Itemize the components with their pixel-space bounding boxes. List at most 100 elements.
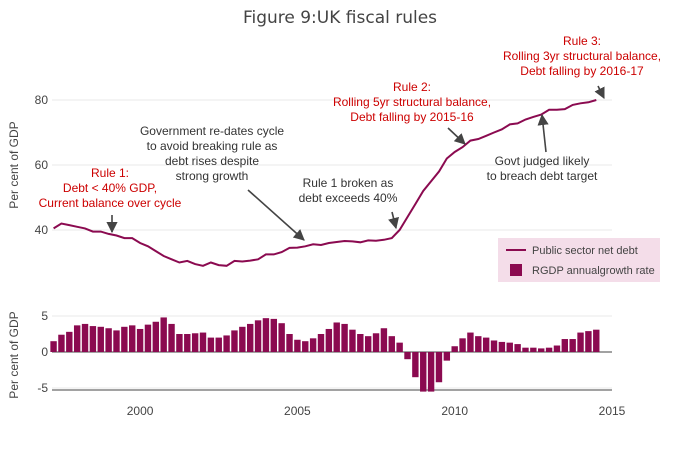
growth-bar bbox=[435, 352, 443, 383]
bottom-y-axis-label: Per cent of GDP bbox=[7, 311, 21, 398]
growth-bar bbox=[333, 322, 340, 352]
annotation-line: Rule 1: bbox=[91, 166, 129, 180]
annotation-line: strong growth bbox=[176, 169, 249, 183]
growth-bar bbox=[97, 326, 104, 352]
annotation-arrow-redate bbox=[247, 189, 305, 241]
annotation-line: debt rises despite bbox=[165, 154, 259, 168]
growth-bar bbox=[215, 337, 222, 352]
x-tick-label: 2010 bbox=[441, 404, 468, 418]
annotation-line: Debt falling by 2016-17 bbox=[520, 64, 644, 78]
growth-bar bbox=[66, 331, 73, 352]
growth-bar bbox=[561, 339, 569, 352]
annotation-line: Government re-dates cycle bbox=[140, 124, 284, 138]
growth-bar bbox=[459, 338, 466, 352]
growth-bar bbox=[160, 317, 167, 352]
debt-line bbox=[53, 99, 597, 267]
annotation-rule1: Rule 1: Debt < 40% GDP, Current balance ov… bbox=[39, 166, 182, 210]
growth-bar bbox=[231, 330, 238, 352]
growth-bar bbox=[105, 328, 112, 352]
growth-bar bbox=[522, 347, 529, 352]
growth-bar bbox=[144, 324, 152, 352]
annotation-rule1broken: Rule 1 broken as debt exceeds 40% bbox=[299, 176, 398, 205]
annotation-govtjudged: Govt judged likely to breach debt target bbox=[487, 154, 598, 183]
annotation-line: Rule 2: bbox=[393, 80, 431, 94]
growth-bar bbox=[73, 325, 81, 352]
growth-bar bbox=[81, 323, 89, 352]
growth-bar bbox=[184, 334, 191, 352]
annotation-line: to breach debt target bbox=[487, 169, 598, 183]
growth-bar bbox=[191, 333, 199, 352]
growth-bar bbox=[538, 348, 545, 352]
growth-bar bbox=[325, 328, 333, 352]
growth-bar bbox=[506, 342, 513, 352]
growth-bar bbox=[443, 352, 451, 361]
growth-bar bbox=[490, 340, 498, 352]
growth-bar bbox=[254, 320, 262, 352]
growth-bar bbox=[129, 325, 136, 352]
growth-bar bbox=[569, 339, 576, 352]
growth-bar bbox=[247, 323, 254, 352]
x-tick-label: 2015 bbox=[599, 404, 626, 418]
growth-bar bbox=[412, 352, 419, 378]
annotation-arrow-rule1broken bbox=[388, 211, 399, 230]
growth-bar bbox=[357, 334, 364, 352]
growth-bar bbox=[199, 332, 207, 352]
annotation-line: Rule 3: bbox=[563, 34, 601, 48]
x-tick-label: 2005 bbox=[284, 404, 311, 418]
annotation-rule3: Rule 3: Rolling 3yr structural balance, De… bbox=[503, 34, 661, 78]
annotation-line: Debt falling by 2015-16 bbox=[350, 110, 474, 124]
annotation-line: Rule 1 broken as bbox=[303, 176, 394, 190]
annotation-line: Rolling 5yr structural balance, bbox=[333, 95, 491, 109]
growth-bar bbox=[270, 318, 277, 352]
growth-bar bbox=[50, 341, 57, 352]
annotation-arrow-rule2 bbox=[447, 127, 466, 145]
growth-bar bbox=[223, 335, 230, 352]
bottom-y-tick-label: 0 bbox=[41, 345, 48, 359]
growth-bar bbox=[136, 328, 144, 352]
annotation-line: Current balance over cycle bbox=[39, 196, 182, 210]
legend-box bbox=[498, 238, 660, 282]
legend-square-swatch bbox=[510, 264, 522, 276]
annotation-line: Govt judged likely bbox=[495, 154, 590, 168]
growth-bar bbox=[482, 337, 490, 352]
x-tick-label: 2000 bbox=[127, 404, 154, 418]
growth-bar bbox=[168, 323, 175, 352]
growth-bar bbox=[593, 329, 600, 352]
top-y-axis-label: Per cent of GDP bbox=[7, 121, 21, 208]
chart-title: Figure 9:UK fiscal rules bbox=[242, 8, 438, 28]
top-y-tick-label: 40 bbox=[35, 223, 49, 237]
growth-bar bbox=[545, 347, 553, 352]
growth-bar bbox=[309, 338, 317, 352]
growth-bar bbox=[302, 341, 309, 352]
growth-bar bbox=[530, 347, 537, 352]
annotation-line: debt exceeds 40% bbox=[299, 191, 398, 205]
growth-bar bbox=[364, 336, 372, 352]
growth-bar bbox=[553, 345, 561, 352]
growth-bar bbox=[207, 337, 215, 352]
bottom-y-tick-label: 5 bbox=[41, 309, 48, 323]
growth-bar bbox=[278, 323, 285, 352]
growth-bar bbox=[475, 336, 482, 352]
growth-bar bbox=[349, 329, 356, 352]
growth-bar bbox=[121, 326, 128, 352]
growth-bar bbox=[113, 330, 120, 352]
legend-label: RGDP annualgrowth rate bbox=[532, 265, 655, 277]
annotation-redate: Government re-dates cycle to avoid breaki… bbox=[140, 124, 284, 183]
growth-bar bbox=[427, 352, 435, 392]
growth-bar bbox=[514, 344, 521, 352]
growth-bar bbox=[404, 352, 411, 360]
growth-bar bbox=[262, 318, 270, 352]
growth-bar bbox=[380, 328, 388, 352]
annotation-arrow-rule3 bbox=[594, 85, 605, 100]
growth-bar bbox=[89, 326, 97, 352]
top-y-tick-label: 60 bbox=[35, 158, 49, 172]
annotation-rule2: Rule 2: Rolling 5yr structural balance, De… bbox=[333, 80, 491, 124]
growth-bar bbox=[58, 334, 65, 352]
growth-bar bbox=[286, 334, 293, 352]
growth-bar bbox=[341, 323, 348, 352]
growth-bar bbox=[388, 336, 395, 352]
annotation-line: Rolling 3yr structural balance, bbox=[503, 49, 661, 63]
growth-bar bbox=[577, 332, 584, 352]
growth-bar bbox=[498, 341, 506, 352]
